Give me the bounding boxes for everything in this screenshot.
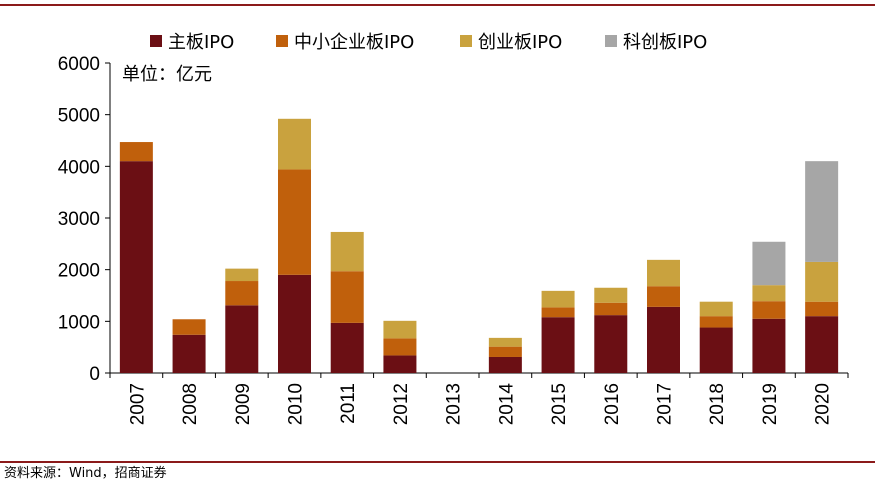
bar-segment-3-2020 — [805, 261, 839, 302]
bar-segment-1-2016 — [594, 315, 628, 373]
bar-segment-2-2020 — [805, 301, 839, 317]
bar-segment-2-2018 — [699, 316, 733, 328]
x-tick-label: 2009 — [233, 383, 254, 425]
bar-segment-2-2019 — [752, 301, 786, 319]
bar-segment-1-2017 — [647, 306, 680, 373]
x-tick-label: 2010 — [286, 383, 307, 425]
x-tick-label: 2011 — [338, 383, 359, 424]
y-tick-label: 6000 — [58, 54, 100, 75]
bar-segment-2-2008 — [172, 319, 206, 335]
bar-segment-1-2014 — [488, 356, 522, 373]
unit-note: 单位：亿元 — [122, 64, 212, 85]
bar-segment-1-2011 — [330, 322, 364, 373]
bar-segment-2-2016 — [594, 302, 628, 316]
legend-label: 中小企业板IPO — [294, 32, 414, 53]
bar-segment-3-2011 — [330, 231, 364, 272]
bar-segment-1-2018 — [699, 327, 733, 373]
bar-segment-1-2015 — [541, 317, 575, 373]
bar-segment-3-2009 — [225, 268, 259, 282]
bar-segment-3-2016 — [594, 287, 628, 303]
bar-segment-2-2011 — [330, 271, 364, 323]
bar-segment-3-2010 — [278, 118, 311, 170]
bar-segment-1-2012 — [383, 355, 417, 373]
x-tick-label: 2019 — [760, 383, 781, 425]
bar-segment-1-2007 — [119, 161, 153, 373]
y-tick-label: 2000 — [58, 261, 100, 282]
legend-swatch — [605, 35, 617, 47]
bar-segment-1-2019 — [752, 318, 786, 373]
bar-segment-4-2020 — [805, 161, 839, 262]
legend-swatch — [276, 35, 288, 47]
bar-segment-3-2017 — [647, 259, 680, 287]
bar-segment-2-2014 — [488, 346, 522, 357]
legend-swatch — [150, 35, 162, 47]
bar-segment-2-2017 — [647, 286, 680, 307]
y-axis: 0 1000 2000 3000 4000 5000 6000 — [58, 54, 111, 385]
x-tick-label: 2014 — [496, 383, 517, 426]
bars — [119, 118, 839, 373]
x-tick-label: 2013 — [444, 383, 465, 425]
x-tick-label: 2016 — [602, 383, 623, 425]
bar-segment-2-2012 — [383, 338, 417, 356]
x-tick-label: 2012 — [391, 383, 412, 425]
bar-segment-2-2015 — [541, 307, 575, 318]
y-tick-label: 3000 — [58, 209, 100, 230]
bar-segment-3-2018 — [699, 301, 733, 317]
x-axis: 2007 2008 2009 2010 2011 2012 2013 2014 2015 2016… — [109, 372, 849, 426]
bar-segment-3-2015 — [541, 290, 575, 308]
bar-segment-1-2010 — [278, 274, 311, 373]
source-note: 资料来源：Wind，招商证券 — [4, 466, 167, 481]
x-tick-label: 2017 — [655, 383, 676, 425]
x-tick-label: 2020 — [813, 383, 834, 425]
bar-segment-2-2010 — [278, 169, 311, 275]
x-tick-label: 2008 — [180, 383, 201, 425]
bar-segment-2-2009 — [225, 281, 259, 306]
bar-segment-1-2020 — [805, 316, 839, 373]
x-tick-label: 2015 — [549, 383, 570, 425]
legend-swatch — [460, 35, 472, 47]
x-tick-label: 2007 — [127, 383, 148, 425]
bar-segment-3-2014 — [488, 337, 522, 347]
bar-segment-1-2009 — [225, 305, 259, 373]
bar-segment-3-2012 — [383, 320, 417, 339]
bar-segment-2-2007 — [119, 142, 153, 162]
y-tick-label: 5000 — [58, 106, 100, 127]
legend-label: 主板IPO — [168, 32, 234, 53]
y-tick-label: 1000 — [58, 312, 100, 333]
bar-segment-4-2019 — [752, 241, 786, 286]
legend-label: 创业板IPO — [478, 32, 562, 53]
legend-label: 科创板IPO — [623, 32, 707, 53]
x-tick-label: 2018 — [707, 383, 728, 425]
bar-segment-3-2019 — [752, 285, 786, 302]
y-tick-label: 0 — [89, 364, 100, 385]
bar-segment-1-2008 — [172, 334, 206, 373]
legend: 主板IPO 中小企业板IPO 创业板IPO 科创板IPO — [150, 32, 707, 53]
y-tick-label: 4000 — [58, 157, 100, 178]
